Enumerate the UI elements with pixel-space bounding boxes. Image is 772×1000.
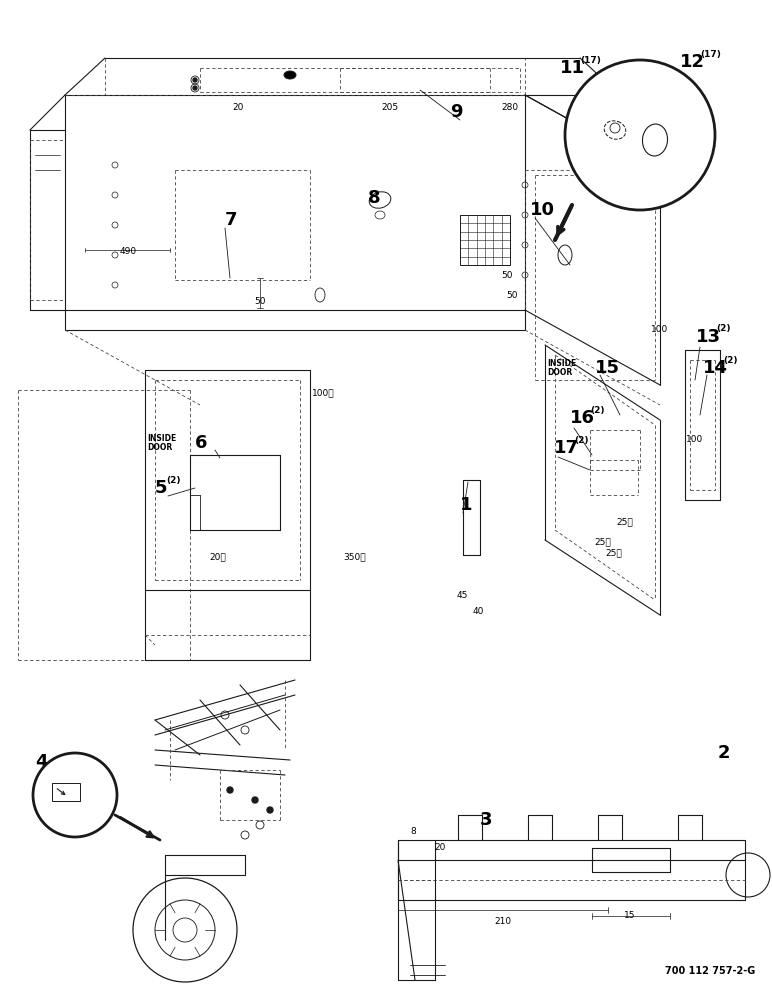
Text: 7: 7 [225, 211, 238, 229]
Text: (2): (2) [723, 356, 737, 364]
Text: 50: 50 [501, 270, 513, 279]
Text: 45: 45 [456, 591, 468, 600]
Text: 40: 40 [472, 607, 484, 616]
Text: 5: 5 [155, 479, 168, 497]
Text: 100㎝: 100㎝ [312, 388, 334, 397]
Text: 490: 490 [120, 247, 137, 256]
Text: 4: 4 [35, 753, 48, 771]
Text: 280: 280 [502, 104, 519, 112]
Text: 100: 100 [686, 436, 703, 444]
Text: (2): (2) [590, 406, 604, 414]
Circle shape [133, 878, 237, 982]
Circle shape [726, 853, 770, 897]
Text: 8: 8 [410, 828, 416, 836]
Text: 8: 8 [368, 189, 381, 207]
Text: 9: 9 [450, 103, 462, 121]
Text: 20: 20 [435, 844, 445, 852]
Text: 100: 100 [652, 326, 669, 334]
Text: (2): (2) [167, 476, 181, 485]
Text: (2): (2) [574, 436, 588, 444]
Text: (17): (17) [580, 55, 601, 64]
Circle shape [252, 797, 258, 803]
Text: 6: 6 [195, 434, 208, 452]
Circle shape [267, 807, 273, 813]
Text: 50: 50 [254, 298, 266, 306]
Ellipse shape [284, 71, 296, 79]
Text: 700 112 757-2-G: 700 112 757-2-G [665, 966, 755, 976]
Text: 25㎝: 25㎝ [605, 548, 622, 558]
Text: 25㎝: 25㎝ [594, 538, 611, 546]
Text: 16: 16 [570, 409, 595, 427]
Text: 20: 20 [232, 104, 244, 112]
Text: 350㎝: 350㎝ [344, 552, 366, 562]
Text: 14: 14 [703, 359, 728, 377]
Circle shape [193, 86, 197, 90]
Circle shape [33, 753, 117, 837]
Ellipse shape [369, 192, 391, 208]
Text: 17: 17 [554, 439, 579, 457]
Text: 15: 15 [595, 359, 620, 377]
Text: 1: 1 [460, 496, 472, 514]
Text: 11: 11 [560, 59, 585, 77]
Circle shape [565, 60, 715, 210]
Text: 205: 205 [381, 104, 398, 112]
Text: 20㎝: 20㎝ [210, 552, 226, 562]
Text: INSIDE
DOOR: INSIDE DOOR [147, 434, 176, 452]
Text: 210: 210 [494, 918, 512, 926]
Text: (2): (2) [716, 324, 730, 334]
Text: 50: 50 [506, 290, 518, 300]
Text: 2: 2 [718, 744, 730, 762]
Text: 12: 12 [680, 53, 705, 71]
Text: INSIDE
DOOR: INSIDE DOOR [547, 359, 576, 377]
Circle shape [193, 78, 197, 82]
Text: 10: 10 [530, 201, 555, 219]
Text: 15: 15 [625, 912, 636, 920]
Ellipse shape [558, 245, 572, 265]
Text: 25㎝: 25㎝ [617, 518, 633, 526]
Text: (17): (17) [700, 49, 721, 58]
Text: 13: 13 [696, 328, 721, 346]
Text: 3: 3 [480, 811, 493, 829]
Ellipse shape [315, 288, 325, 302]
Circle shape [227, 787, 233, 793]
